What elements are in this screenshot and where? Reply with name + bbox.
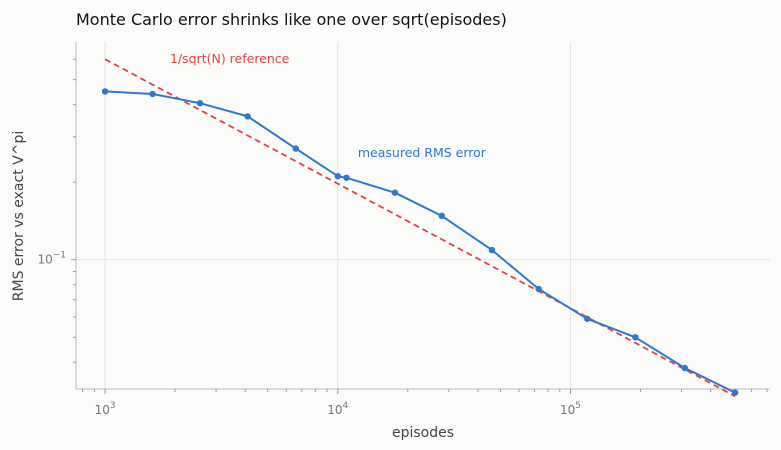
series-layer [101,58,739,398]
data-point [681,364,689,372]
series-annotation: 1/sqrt(N) reference [170,51,290,66]
data-point [244,113,251,120]
x-tick-label: 105 [560,401,581,417]
measured-line [105,90,736,394]
y-tick-label: 10−1 [37,251,66,267]
data-point [292,145,299,152]
data-point [101,88,109,95]
x-axis-label: episodes [392,425,454,441]
data-point [334,172,341,180]
data-point [632,334,639,341]
data-point [196,100,204,107]
reference-line [104,58,736,398]
x-tick-label: 103 [95,401,116,417]
data-point [535,285,542,293]
annotations: 1/sqrt(N) reference measured RMS error [170,51,487,160]
data-point [343,174,350,181]
axes [75,42,770,390]
data-point [438,212,446,220]
ticks: 103 104 105 10−1 [37,58,768,417]
data-point [391,189,399,196]
data-point [584,315,591,322]
x-tick-label: 104 [327,401,348,417]
data-point [488,246,496,254]
grid [76,42,770,389]
chart-title: Monte Carlo error shrinks like one over … [76,10,507,29]
y-axis-label: RMS error vs exact V^pi [11,131,27,301]
series-annotation: measured RMS error [358,145,487,160]
data-point [731,389,739,396]
data-point [149,90,156,98]
